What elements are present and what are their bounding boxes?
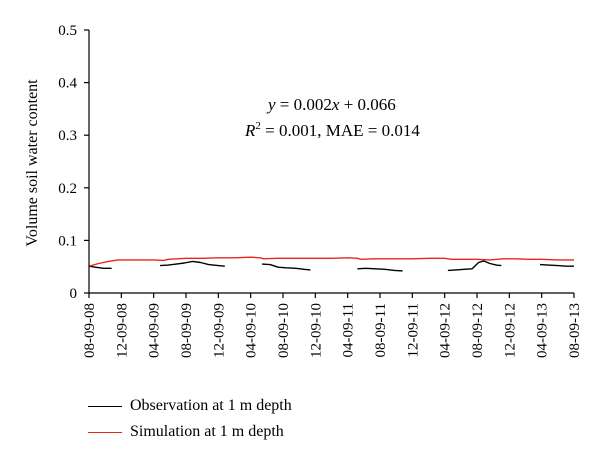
x-tick-label: 04-09-13: [535, 303, 551, 358]
legend-item-simulation: Simulation at 1 m depth: [88, 419, 292, 445]
equation-annotation: y = 0.002x + 0.066 R2 = 0.001, MAE = 0.0…: [244, 95, 420, 140]
y-tick-label: 0.3: [58, 128, 77, 144]
legend-swatch-observation: [88, 405, 122, 407]
x-tick-label: 12-09-09: [211, 303, 227, 358]
legend-item-observation: Observation at 1 m depth: [88, 393, 292, 419]
x-tick-label: 12-09-10: [308, 303, 324, 358]
y-axis-title: Volume soil water content: [24, 79, 41, 247]
svg-text:R2 = 0.001, MAE = 0.014: R2 = 0.001, MAE = 0.014: [244, 120, 420, 140]
eq-slope: = 0.002: [276, 95, 332, 114]
series-simulation: [88, 256, 574, 267]
series-line-segment: [261, 263, 311, 271]
legend-swatch-simulation: [88, 431, 122, 433]
legend: Observation at 1 m depth Simulation at 1…: [88, 393, 292, 445]
legend-label-observation: Observation at 1 m depth: [130, 397, 292, 414]
series-line-segment: [539, 263, 574, 267]
x-tick-label: 08-09-10: [276, 303, 292, 358]
x-tick-label: 12-09-11: [405, 303, 421, 357]
x-tick-label: 08-09-09: [179, 303, 195, 358]
eq-x: x: [331, 95, 340, 114]
series-line-segment: [88, 256, 574, 267]
x-tick-label: 04-09-09: [147, 303, 163, 358]
eq-r: R: [244, 121, 256, 140]
series-line-segment: [160, 260, 225, 267]
eq-stats: = 0.001, MAE = 0.014: [261, 121, 420, 140]
series-line-segment: [447, 260, 502, 272]
x-tick-label: 12-09-08: [114, 303, 130, 358]
legend-label-simulation: Simulation at 1 m depth: [130, 423, 284, 440]
y-tick-label: 0: [70, 286, 78, 302]
series-line-segment: [357, 267, 403, 272]
x-tick-label: 04-09-11: [341, 303, 357, 357]
x-tick-label: 04-09-10: [244, 303, 260, 358]
y-tick-label: 0.4: [58, 76, 77, 92]
x-tick-label: 08-09-12: [470, 303, 486, 358]
x-tick-label: 08-09-13: [567, 303, 583, 358]
x-tick-label: 04-09-12: [438, 303, 454, 358]
y-tick-label: 0.2: [58, 181, 77, 197]
eq-y: y: [266, 95, 276, 114]
x-tick-label: 08-09-11: [373, 303, 389, 357]
svg-text:y = 0.002x + 0.066: y = 0.002x + 0.066: [266, 95, 396, 114]
x-tick-label: 08-09-08: [82, 303, 98, 358]
eq-r-sup: 2: [255, 120, 261, 132]
y-tick-label: 0.1: [58, 233, 77, 249]
y-tick-label: 0.5: [58, 23, 77, 39]
eq-intercept: + 0.066: [339, 95, 395, 114]
series-observation: [88, 260, 574, 272]
x-tick-label: 12-09-12: [502, 303, 518, 358]
series-line-segment: [88, 265, 112, 269]
